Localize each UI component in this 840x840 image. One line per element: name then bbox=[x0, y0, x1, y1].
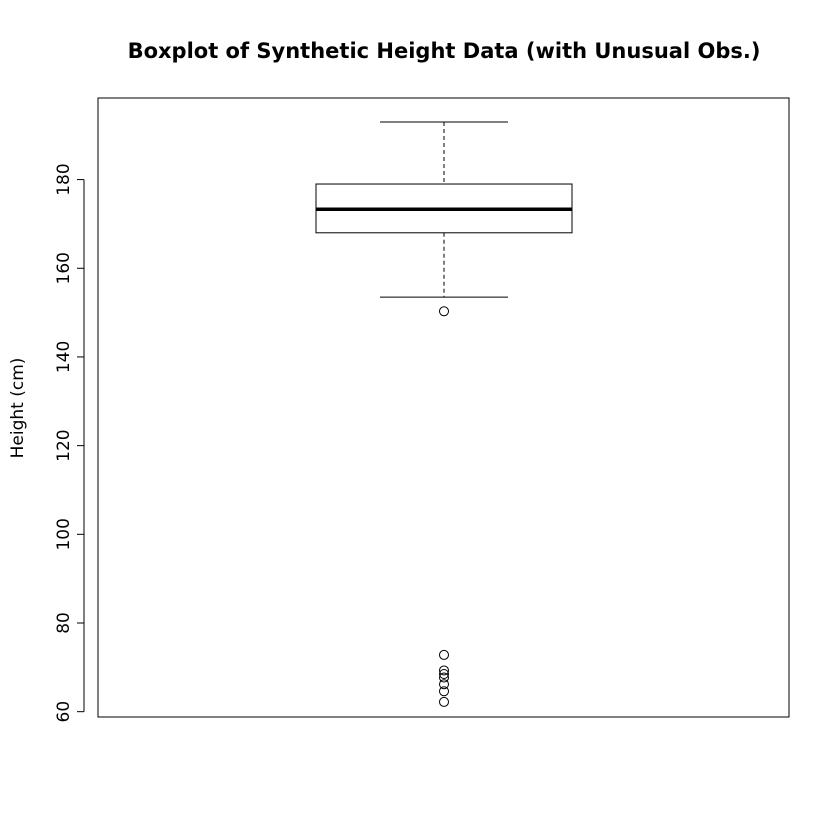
y-tick-label: 120 bbox=[54, 429, 74, 461]
plot-frame bbox=[97, 97, 790, 718]
outlier-point bbox=[439, 696, 449, 707]
outlier-point bbox=[439, 672, 449, 683]
outlier-point bbox=[439, 679, 449, 690]
y-axis: 60 80 100 120 140 160 180 bbox=[54, 163, 85, 723]
outlier-group bbox=[439, 306, 449, 707]
outlier-point bbox=[439, 649, 449, 660]
y-tick-label: 140 bbox=[54, 341, 74, 373]
chart-title: Boxplot of Synthetic Height Data (with U… bbox=[128, 39, 761, 63]
y-tick-label: 180 bbox=[54, 163, 74, 195]
outlier-point bbox=[439, 665, 449, 676]
y-tick-label: 60 bbox=[54, 701, 74, 723]
y-tick-label: 100 bbox=[54, 518, 74, 550]
y-axis-label: Height (cm) bbox=[8, 358, 28, 459]
y-tick-label: 160 bbox=[54, 252, 74, 284]
y-tick-label: 80 bbox=[54, 612, 74, 634]
box-group bbox=[315, 121, 573, 298]
outlier-point bbox=[439, 668, 449, 679]
outlier-point bbox=[439, 686, 449, 697]
outlier-point bbox=[439, 306, 449, 317]
